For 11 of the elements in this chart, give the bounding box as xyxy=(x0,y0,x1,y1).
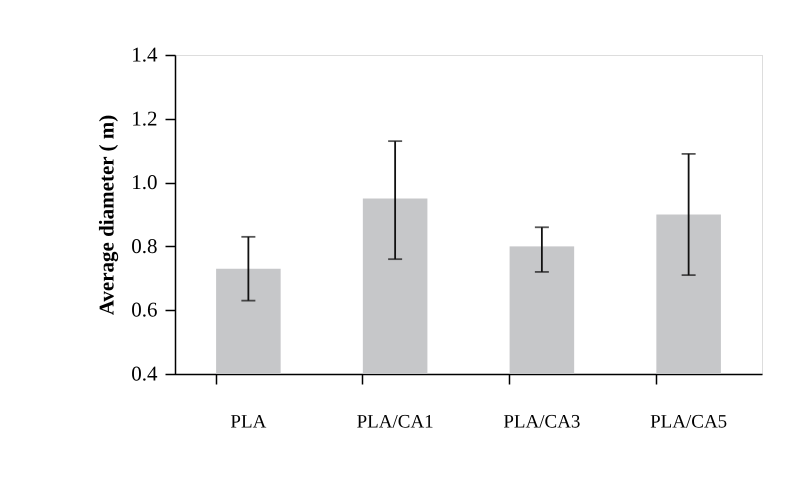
x-tick-label: PLA/CA5 xyxy=(650,412,728,432)
y-tick-label: 1.0 xyxy=(131,170,158,194)
y-tick-label: 0.8 xyxy=(131,234,158,258)
y-tick-label: 1.4 xyxy=(131,42,158,66)
x-tick-label: PLA/CA3 xyxy=(503,412,580,432)
y-tick-label: 1.2 xyxy=(131,106,158,130)
y-axis-title: Average diameter ( m) xyxy=(94,114,118,316)
y-tick-label: 0.4 xyxy=(131,362,158,386)
x-tick-label: PLA xyxy=(230,412,267,432)
x-tick-label: PLA/CA1 xyxy=(356,412,434,432)
y-tick-label: 0.6 xyxy=(131,298,158,322)
